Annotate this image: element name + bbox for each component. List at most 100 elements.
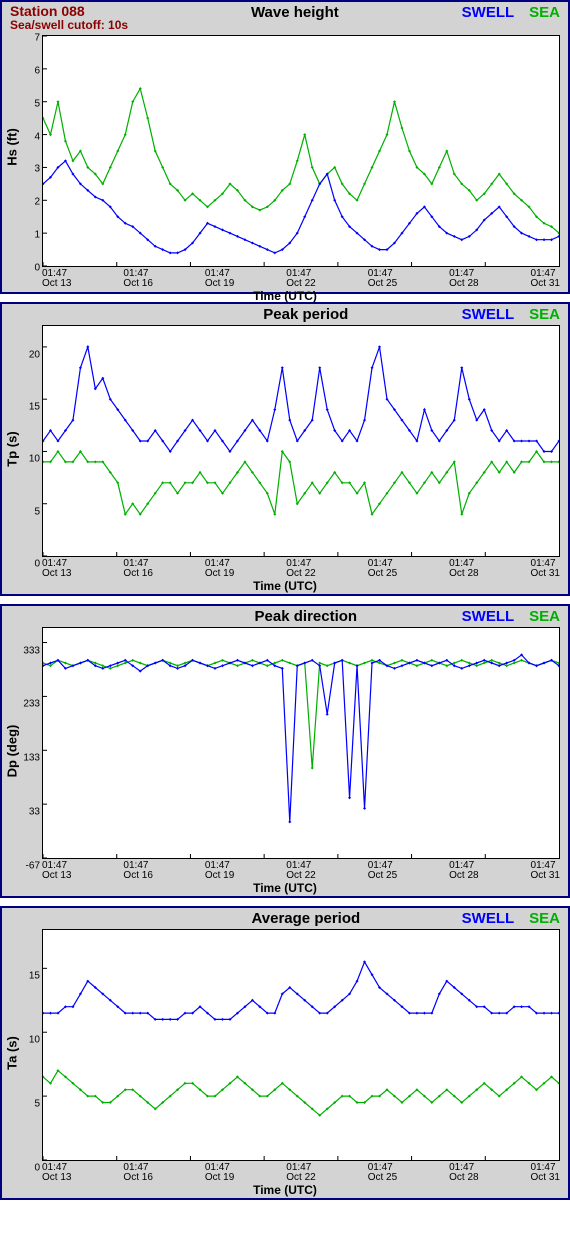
y-axis-label: Dp (deg)	[5, 725, 20, 778]
swell-markers	[43, 159, 559, 254]
x-tick: 01:47Oct 28	[449, 1163, 478, 1183]
sea-markers	[43, 1069, 559, 1117]
x-tick-date: Oct 19	[205, 279, 234, 289]
y-tick: 10	[29, 1035, 40, 1046]
x-tick-date: Oct 19	[205, 569, 234, 579]
x-tick: 01:47Oct 22	[286, 1163, 315, 1183]
x-tick-date: Oct 16	[123, 279, 152, 289]
sea-line	[43, 660, 559, 768]
x-tick-date: Oct 31	[531, 871, 560, 881]
legend-swell: SWELL	[462, 306, 515, 323]
x-ticks: 01:47Oct 1301:47Oct 1601:47Oct 1901:47Oc…	[42, 861, 560, 881]
sea-markers	[43, 87, 559, 235]
x-tick-date: Oct 22	[286, 1173, 315, 1183]
y-tick: 0	[34, 1163, 40, 1174]
x-tick: 01:47Oct 25	[368, 861, 397, 881]
panel-header: Station 088 Sea/swell cutoff: 10sWave he…	[2, 2, 568, 35]
x-tick-date: Oct 28	[449, 569, 478, 579]
x-tick: 01:47Oct 16	[123, 559, 152, 579]
panel-header: Peak period SWELL SEA	[2, 304, 568, 325]
swell-line	[43, 962, 559, 1020]
legend-sea: SEA	[529, 4, 560, 21]
x-tick: 01:47Oct 25	[368, 559, 397, 579]
x-tick-date: Oct 31	[531, 569, 560, 579]
x-axis-label: Time (UTC)	[2, 579, 568, 597]
x-tick: 01:47Oct 13	[42, 1163, 71, 1183]
x-tick: 01:47Oct 16	[123, 861, 152, 881]
legend-sea: SEA	[529, 608, 560, 625]
y-ticks: 05101520	[24, 334, 42, 564]
swell-markers	[43, 345, 559, 453]
legend-sea: SEA	[529, 910, 560, 927]
x-tick-date: Oct 13	[42, 279, 71, 289]
plot-area	[42, 929, 560, 1161]
x-tick-date: Oct 16	[123, 569, 152, 579]
x-tick: 01:47Oct 19	[205, 861, 234, 881]
plot-svg	[43, 36, 559, 266]
x-tick: 01:47Oct 16	[123, 269, 152, 289]
chart-title: Peak direction	[150, 608, 462, 625]
x-tick-date: Oct 16	[123, 871, 152, 881]
legend: SWELL SEA	[462, 306, 560, 323]
x-tick: 01:47Oct 28	[449, 861, 478, 881]
x-tick-date: Oct 13	[42, 871, 71, 881]
y-tick: 1	[34, 230, 40, 241]
y-ticks: 01234567	[24, 38, 42, 268]
x-tick-date: Oct 22	[286, 569, 315, 579]
x-tick-date: Oct 13	[42, 569, 71, 579]
legend: SWELL SEA	[462, 910, 560, 927]
x-tick-date: Oct 31	[531, 1173, 560, 1183]
y-tick: 4	[34, 131, 40, 142]
y-tick: 15	[29, 402, 40, 413]
y-axis-label: Hs (ft)	[5, 128, 20, 166]
x-tick-date: Oct 22	[286, 871, 315, 881]
x-tick-date: Oct 19	[205, 871, 234, 881]
legend-swell: SWELL	[462, 608, 515, 625]
legend-swell: SWELL	[462, 910, 515, 927]
y-axis-label: Ta (s)	[5, 1036, 20, 1070]
panel-wave-height: Station 088 Sea/swell cutoff: 10sWave he…	[0, 0, 570, 294]
plot-area	[42, 325, 560, 557]
x-tick: 01:47Oct 31	[531, 861, 560, 881]
legend-swell: SWELL	[462, 4, 515, 21]
sea-markers	[43, 659, 559, 770]
y-tick: 233	[23, 699, 40, 710]
panel-average-period: Average period SWELL SEA Ta (s) 05101501…	[0, 906, 570, 1200]
x-tick-date: Oct 16	[123, 1173, 152, 1183]
plot-area	[42, 627, 560, 859]
y-tick: 33	[29, 807, 40, 818]
x-tick-date: Oct 25	[368, 871, 397, 881]
x-tick: 01:47Oct 28	[449, 559, 478, 579]
chart-title: Average period	[150, 910, 462, 927]
plot-svg	[43, 326, 559, 556]
y-tick: 3	[34, 164, 40, 175]
y-ticks: -6733133233333	[24, 636, 42, 866]
x-tick-date: Oct 13	[42, 1173, 71, 1183]
swell-line	[43, 160, 559, 252]
x-tick: 01:47Oct 22	[286, 861, 315, 881]
sea-markers	[43, 450, 559, 516]
chart-title: Wave height	[128, 4, 462, 21]
legend: SWELL SEA	[462, 4, 560, 21]
x-tick: 01:47Oct 25	[368, 1163, 397, 1183]
x-tick: 01:47Oct 31	[531, 1163, 560, 1183]
y-tick: 6	[34, 65, 40, 76]
x-tick: 01:47Oct 13	[42, 559, 71, 579]
station-info: Station 088 Sea/swell cutoff: 10s	[10, 4, 128, 33]
x-tick: 01:47Oct 19	[205, 1163, 234, 1183]
x-tick-date: Oct 28	[449, 871, 478, 881]
swell-line	[43, 347, 559, 452]
y-tick: 133	[23, 753, 40, 764]
plot-area	[42, 35, 560, 267]
y-ticks: 051015	[24, 938, 42, 1168]
panel-header: Average period SWELL SEA	[2, 908, 568, 929]
panel-header: Peak direction SWELL SEA	[2, 606, 568, 627]
sea-line	[43, 1071, 559, 1116]
x-tick: 01:47Oct 19	[205, 269, 234, 289]
station-cutoff: Sea/swell cutoff: 10s	[10, 19, 128, 32]
x-tick: 01:47Oct 31	[531, 559, 560, 579]
x-tick: 01:47Oct 22	[286, 559, 315, 579]
x-tick: 01:47Oct 31	[531, 269, 560, 289]
x-tick-date: Oct 19	[205, 1173, 234, 1183]
plot-svg	[43, 628, 559, 858]
